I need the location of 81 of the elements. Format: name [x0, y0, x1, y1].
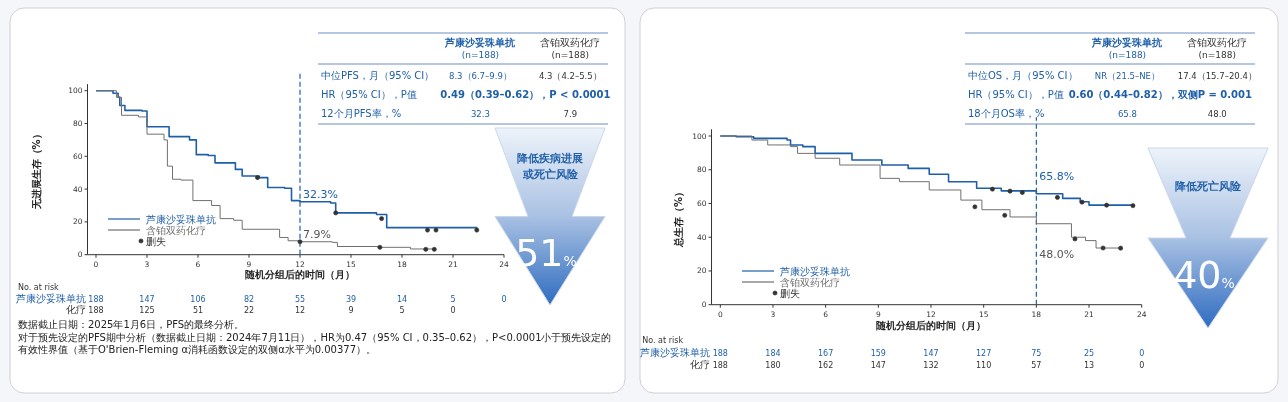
- text: 40%: [1173, 253, 1235, 298]
- text: 降低死亡风险: [1175, 180, 1242, 192]
- x-axis-title: 随机分组后的时间（月）: [876, 320, 986, 331]
- annotation: 32.3: [470, 109, 490, 119]
- text: 13: [1083, 361, 1095, 370]
- text: 数据截止日期：2025年1月6日，PFS的最终分析。: [18, 319, 245, 330]
- text: 18个月OS率，%: [968, 108, 1045, 119]
- text: (n=188): [551, 50, 590, 60]
- text: 180: [765, 361, 781, 370]
- text: 25: [1083, 349, 1095, 358]
- text: 188: [88, 295, 104, 304]
- text: 5: [450, 295, 456, 304]
- text: (n=188): [1198, 50, 1237, 60]
- text: 51: [192, 306, 204, 315]
- text: 5: [399, 306, 405, 315]
- text: 125: [139, 306, 155, 315]
- text: 化疗: [690, 359, 711, 370]
- text: 106: [190, 295, 206, 304]
- text: 127: [976, 349, 992, 358]
- text: HR（95% CI），P值: [968, 89, 1064, 100]
- text: 159: [870, 349, 886, 358]
- text: 82: [243, 295, 255, 304]
- text: 162: [818, 361, 834, 370]
- text: 132: [923, 361, 939, 370]
- text: 对于预先设定的PFS期中分析（数据截止日期：2024年7月11日），HR为0.47（95% CI，0.35–0.62），P<0.0001小于预先设定的有效性界值（基于O'Brien-Fleming α消耗函数设定的双侧α水平为0.00377）。: [18, 332, 612, 355]
- text: 0: [501, 295, 507, 304]
- text: 167: [818, 349, 834, 358]
- text: 中位OS，月（95% CI）: [968, 70, 1078, 81]
- text: 0.60（0.44–0.82），双侧P = 0.001: [1068, 89, 1253, 100]
- text: 含铂双药化疗: [540, 37, 601, 48]
- text: 17.4（15.7–20.4）: [1177, 71, 1257, 81]
- text: 芦康沙妥珠单抗: [444, 37, 516, 48]
- text: 14: [396, 295, 408, 304]
- annotation: 65.8%: [1039, 169, 1075, 183]
- text: 57: [1031, 361, 1042, 370]
- text: 75: [1031, 349, 1042, 358]
- text: 48.0: [1207, 109, 1227, 119]
- text: 184: [765, 349, 781, 358]
- text: 39: [345, 295, 357, 304]
- text: 110: [976, 361, 992, 370]
- text: No. at risk: [642, 336, 684, 345]
- legend-label: 含铂双药化疗: [780, 276, 840, 288]
- text: 降低疾病进展或死亡风险: [517, 152, 583, 180]
- legend-label: 删失: [146, 235, 166, 247]
- text: 147: [870, 361, 886, 370]
- y-axis-title: 总生存（%）: [673, 186, 684, 248]
- annotation: 7.9%: [303, 227, 331, 241]
- text: 22: [243, 306, 255, 315]
- text: 中位PFS，月（95% CI）: [321, 70, 435, 81]
- x-axis-title: 随机分组后的时间（月）: [245, 269, 355, 280]
- text: 0: [1139, 361, 1145, 370]
- annotation: 32.3%: [303, 187, 338, 201]
- text: (n=188): [1108, 50, 1147, 60]
- text: 147: [139, 295, 155, 304]
- text: 0: [1139, 349, 1145, 358]
- annotation: HR（95% CI），P值: [321, 89, 417, 100]
- legend-label: 芦康沙妥珠单抗: [780, 265, 850, 277]
- annotation: 48.0%: [1039, 247, 1075, 261]
- text: 8.3（6.7–9.9）: [448, 71, 512, 81]
- annotation: 12个月PFS率，%: [321, 108, 402, 119]
- text: 芦康沙妥珠单抗: [1091, 37, 1163, 48]
- text: NR（21.5–NE）: [1094, 71, 1160, 81]
- annotation: 0.49（0.39–0.62），P < 0.0001: [440, 89, 611, 100]
- text: (n=188): [461, 50, 500, 60]
- y-axis-title: 无进展生存（%）: [31, 129, 42, 211]
- text: 芦康沙妥珠单抗: [16, 293, 86, 304]
- legend-label: 含铂双药化疗: [146, 224, 206, 236]
- text: No. at risk: [18, 283, 60, 292]
- legend-label: 芦康沙妥珠单抗: [146, 213, 216, 225]
- text: 188: [88, 306, 104, 315]
- text: 65.8: [1117, 109, 1137, 119]
- text: 化疗: [66, 304, 86, 315]
- text: 55: [294, 295, 306, 304]
- text: 4.3（4.2–5.5）: [538, 71, 602, 81]
- text: 188: [712, 349, 728, 358]
- text: 芦康沙妥珠单抗: [640, 347, 711, 358]
- text: 147: [923, 349, 939, 358]
- text: 7.9: [563, 109, 578, 119]
- text: 188: [712, 361, 728, 370]
- legend-label: 删失: [780, 287, 800, 299]
- text: 含铂双药化疗: [1187, 37, 1248, 48]
